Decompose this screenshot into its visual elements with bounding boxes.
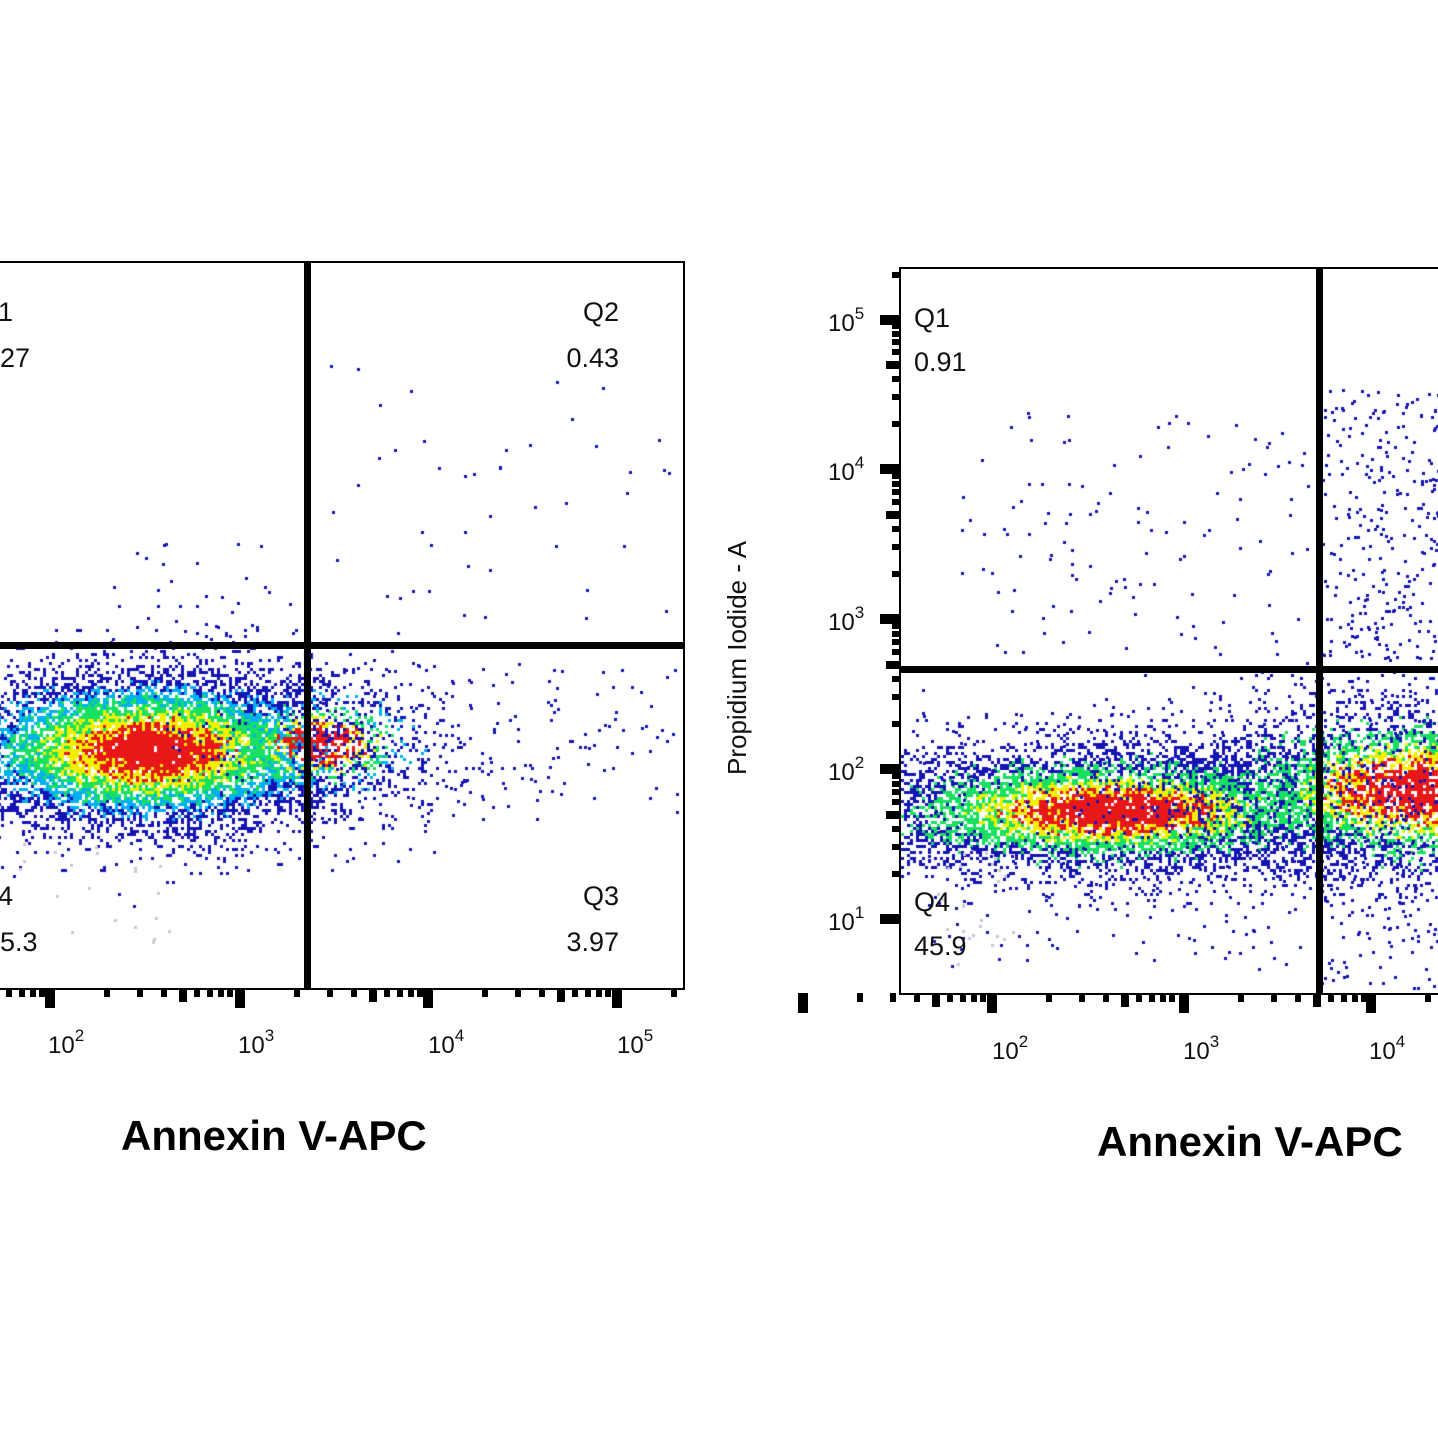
right-x-tick-1e4: 104: [1369, 1032, 1406, 1065]
right-vertical-gate[interactable]: [1316, 269, 1323, 995]
right-plot-area: Q1 0.91 Q4 45.9: [899, 267, 1438, 997]
right-x-tick-1e2: 102: [992, 1032, 1029, 1065]
right-y-tick-1e4: 104: [828, 453, 865, 486]
right-x-axis-ticks: [798, 993, 1438, 1017]
right-x-axis-title: Annexin V-APC: [1097, 1118, 1403, 1165]
left-x-tick-1e3: 103: [238, 1026, 275, 1059]
right-horizontal-gate[interactable]: [901, 666, 1438, 673]
left-vertical-gate[interactable]: [304, 263, 311, 990]
right-q1-name: Q1: [914, 303, 951, 333]
right-q4-value: 45.9: [914, 931, 967, 961]
right-y-axis-title: Propidium Iodide - A: [722, 540, 752, 775]
left-q2-value: 0.43: [566, 343, 619, 373]
left-horizontal-gate[interactable]: [0, 642, 685, 649]
left-q3-value: 3.97: [566, 927, 619, 957]
right-x-tick-1e3: 103: [1183, 1032, 1220, 1065]
right-y-tick-1e3: 103: [828, 603, 865, 636]
left-x-tick-1e2: 102: [48, 1026, 85, 1059]
right-y-axis-ticks: [876, 266, 902, 996]
left-x-axis-ticks: [0, 988, 690, 1012]
left-plot-area: 1 27 Q2 0.43 4 5.3 Q3 3.97: [0, 261, 687, 992]
right-y-tick-1e2: 102: [828, 753, 865, 786]
left-q1-name: 1: [0, 297, 14, 327]
left-scatter-canvas: [0, 263, 687, 992]
right-y-tick-1e5: 105: [828, 304, 865, 337]
right-y-tick-1e1: 101: [828, 903, 865, 936]
left-q1-value: 27: [0, 343, 31, 373]
left-x-axis-title: Annexin V-APC: [121, 1112, 427, 1159]
right-scatter-canvas: [901, 269, 1438, 997]
right-q4-name: Q4: [914, 887, 951, 917]
left-q4-value: 5.3: [0, 927, 38, 957]
left-q3-name: Q3: [582, 881, 619, 911]
left-x-tick-1e5: 105: [617, 1026, 654, 1059]
right-q1-value: 0.91: [914, 347, 967, 377]
left-x-tick-1e4: 104: [428, 1026, 465, 1059]
left-q4-name: 4: [0, 881, 14, 911]
left-q2-name: Q2: [582, 297, 619, 327]
